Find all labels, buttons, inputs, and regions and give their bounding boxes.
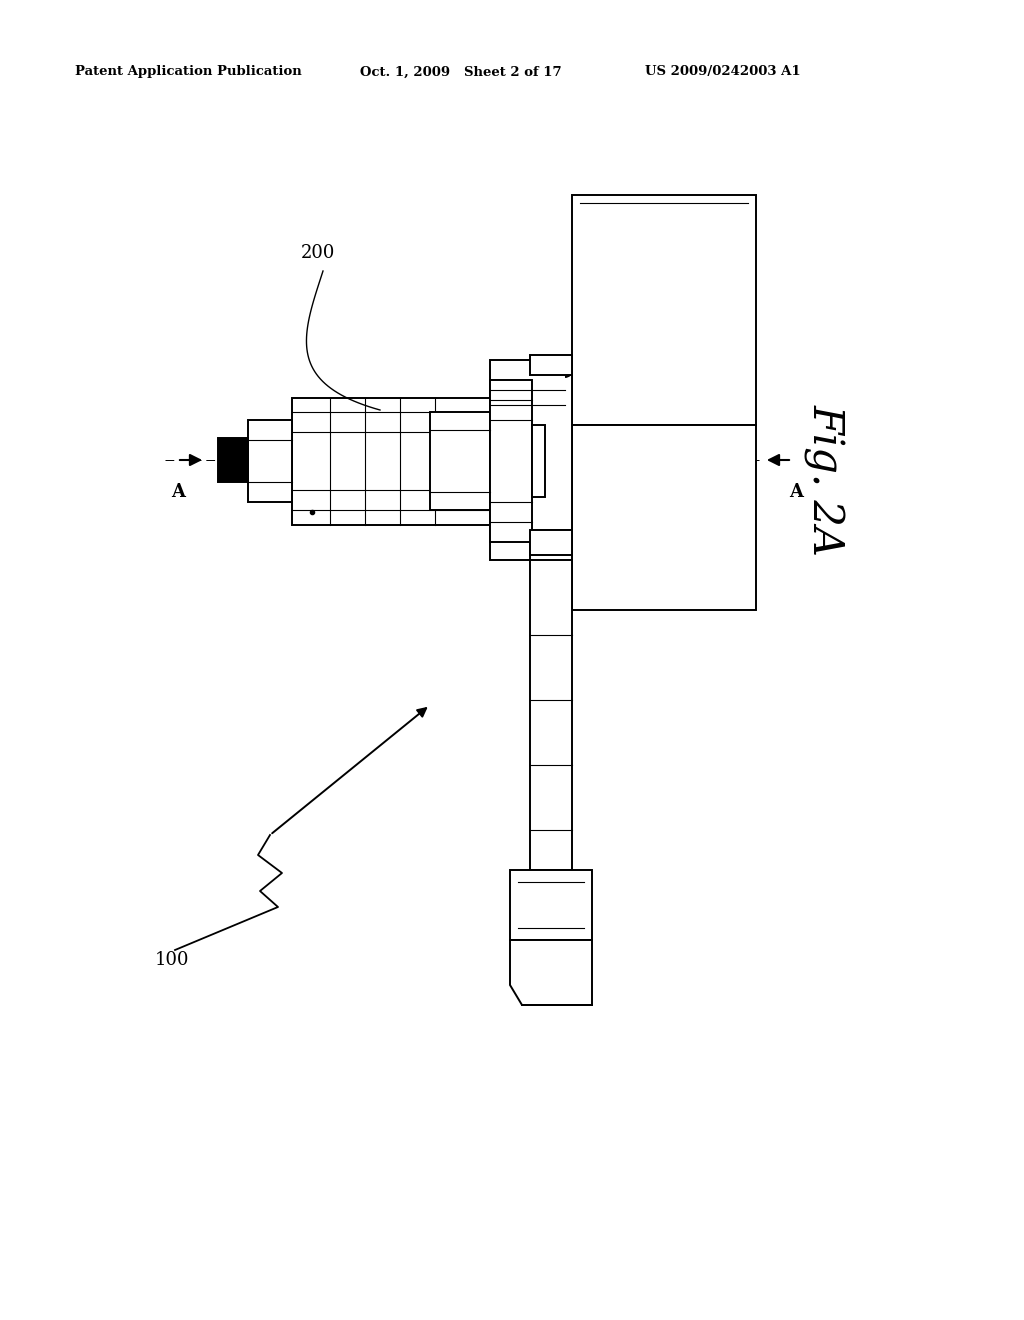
Bar: [510, 870, 592, 940]
Bar: [292, 399, 490, 525]
Text: Oct. 1, 2009   Sheet 2 of 17: Oct. 1, 2009 Sheet 2 of 17: [360, 66, 561, 78]
Text: 200: 200: [301, 244, 335, 261]
Bar: [248, 420, 292, 502]
Text: US 2009/0242003 A1: US 2009/0242003 A1: [645, 66, 801, 78]
Bar: [530, 355, 572, 375]
Polygon shape: [490, 360, 572, 560]
Text: 100: 100: [155, 950, 189, 969]
Text: A: A: [171, 483, 185, 502]
Bar: [490, 380, 532, 543]
Polygon shape: [510, 940, 592, 1005]
Text: Fig. 2A: Fig. 2A: [804, 404, 846, 556]
Bar: [530, 531, 572, 554]
Bar: [218, 438, 248, 482]
Bar: [572, 195, 756, 425]
Text: A: A: [790, 483, 803, 502]
Text: Patent Application Publication: Patent Application Publication: [75, 66, 302, 78]
Bar: [532, 425, 545, 498]
Bar: [430, 412, 490, 510]
Bar: [572, 425, 756, 610]
Bar: [530, 560, 572, 870]
